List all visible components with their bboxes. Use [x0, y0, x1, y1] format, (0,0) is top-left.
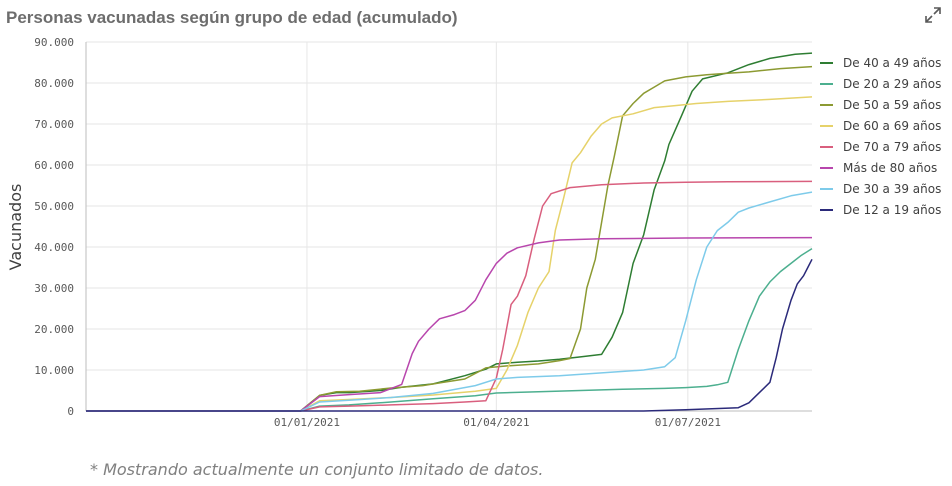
legend-item[interactable]: De 50 a 59 años	[820, 94, 950, 115]
legend-label: De 50 a 59 años	[843, 97, 942, 112]
y-tick-label: 50.000	[34, 200, 74, 213]
footnote: * Mostrando actualmente un conjunto limi…	[90, 460, 544, 479]
y-tick-label: 10.000	[34, 364, 74, 377]
expand-icon[interactable]	[924, 6, 942, 24]
series-line-7	[86, 258, 813, 412]
legend-swatch	[820, 166, 833, 169]
y-tick-label: 20.000	[34, 323, 74, 336]
legend-swatch	[820, 82, 833, 85]
series-line-2	[86, 65, 813, 412]
x-tick-label: 01/07/2021	[655, 416, 721, 429]
series-line-4	[86, 180, 813, 412]
legend-item[interactable]: De 30 a 39 años	[820, 178, 950, 199]
legend-label: De 20 a 29 años	[843, 76, 942, 91]
legend-swatch	[820, 61, 833, 64]
series-line-1	[86, 247, 813, 412]
y-tick-label: 40.000	[34, 241, 74, 254]
y-tick-label: 0	[67, 405, 74, 418]
legend-swatch	[820, 145, 833, 148]
legend-label: De 30 a 39 años	[843, 181, 942, 196]
y-tick-label: 80.000	[34, 77, 74, 90]
x-tick-label: 01/04/2021	[463, 416, 529, 429]
legend-label: De 40 a 49 años	[843, 55, 942, 70]
legend-item[interactable]: De 40 a 49 años	[820, 52, 950, 73]
chart-title: Personas vacunadas según grupo de edad (…	[6, 8, 458, 27]
legend-item[interactable]: Más de 80 años	[820, 157, 950, 178]
legend-swatch	[820, 103, 833, 106]
y-tick-label: 30.000	[34, 282, 74, 295]
y-tick-label: 60.000	[34, 159, 74, 172]
legend-swatch	[820, 187, 833, 190]
legend-label: De 60 a 69 años	[843, 118, 942, 133]
x-tick-label: 01/01/2021	[274, 416, 340, 429]
legend-item[interactable]: De 20 a 29 años	[820, 73, 950, 94]
series-line-0	[86, 52, 813, 412]
series-line-5	[86, 236, 813, 412]
y-axis-label: Vacunados	[6, 184, 25, 271]
series-line-3	[86, 96, 813, 412]
legend-swatch	[820, 124, 833, 127]
legend-item[interactable]: De 70 a 79 años	[820, 136, 950, 157]
legend-item[interactable]: De 12 a 19 años	[820, 199, 950, 220]
chart-legend: De 40 a 49 años De 20 a 29 años De 50 a 59…	[820, 52, 950, 220]
legend-label: De 70 a 79 años	[843, 139, 942, 154]
legend-item[interactable]: De 60 a 69 años	[820, 115, 950, 136]
legend-label: De 12 a 19 años	[843, 202, 942, 217]
y-tick-label: 90.000	[34, 36, 74, 49]
y-tick-label: 70.000	[34, 118, 74, 131]
legend-label: Más de 80 años	[843, 160, 938, 175]
series-line-6	[86, 191, 813, 412]
legend-swatch	[820, 208, 833, 211]
